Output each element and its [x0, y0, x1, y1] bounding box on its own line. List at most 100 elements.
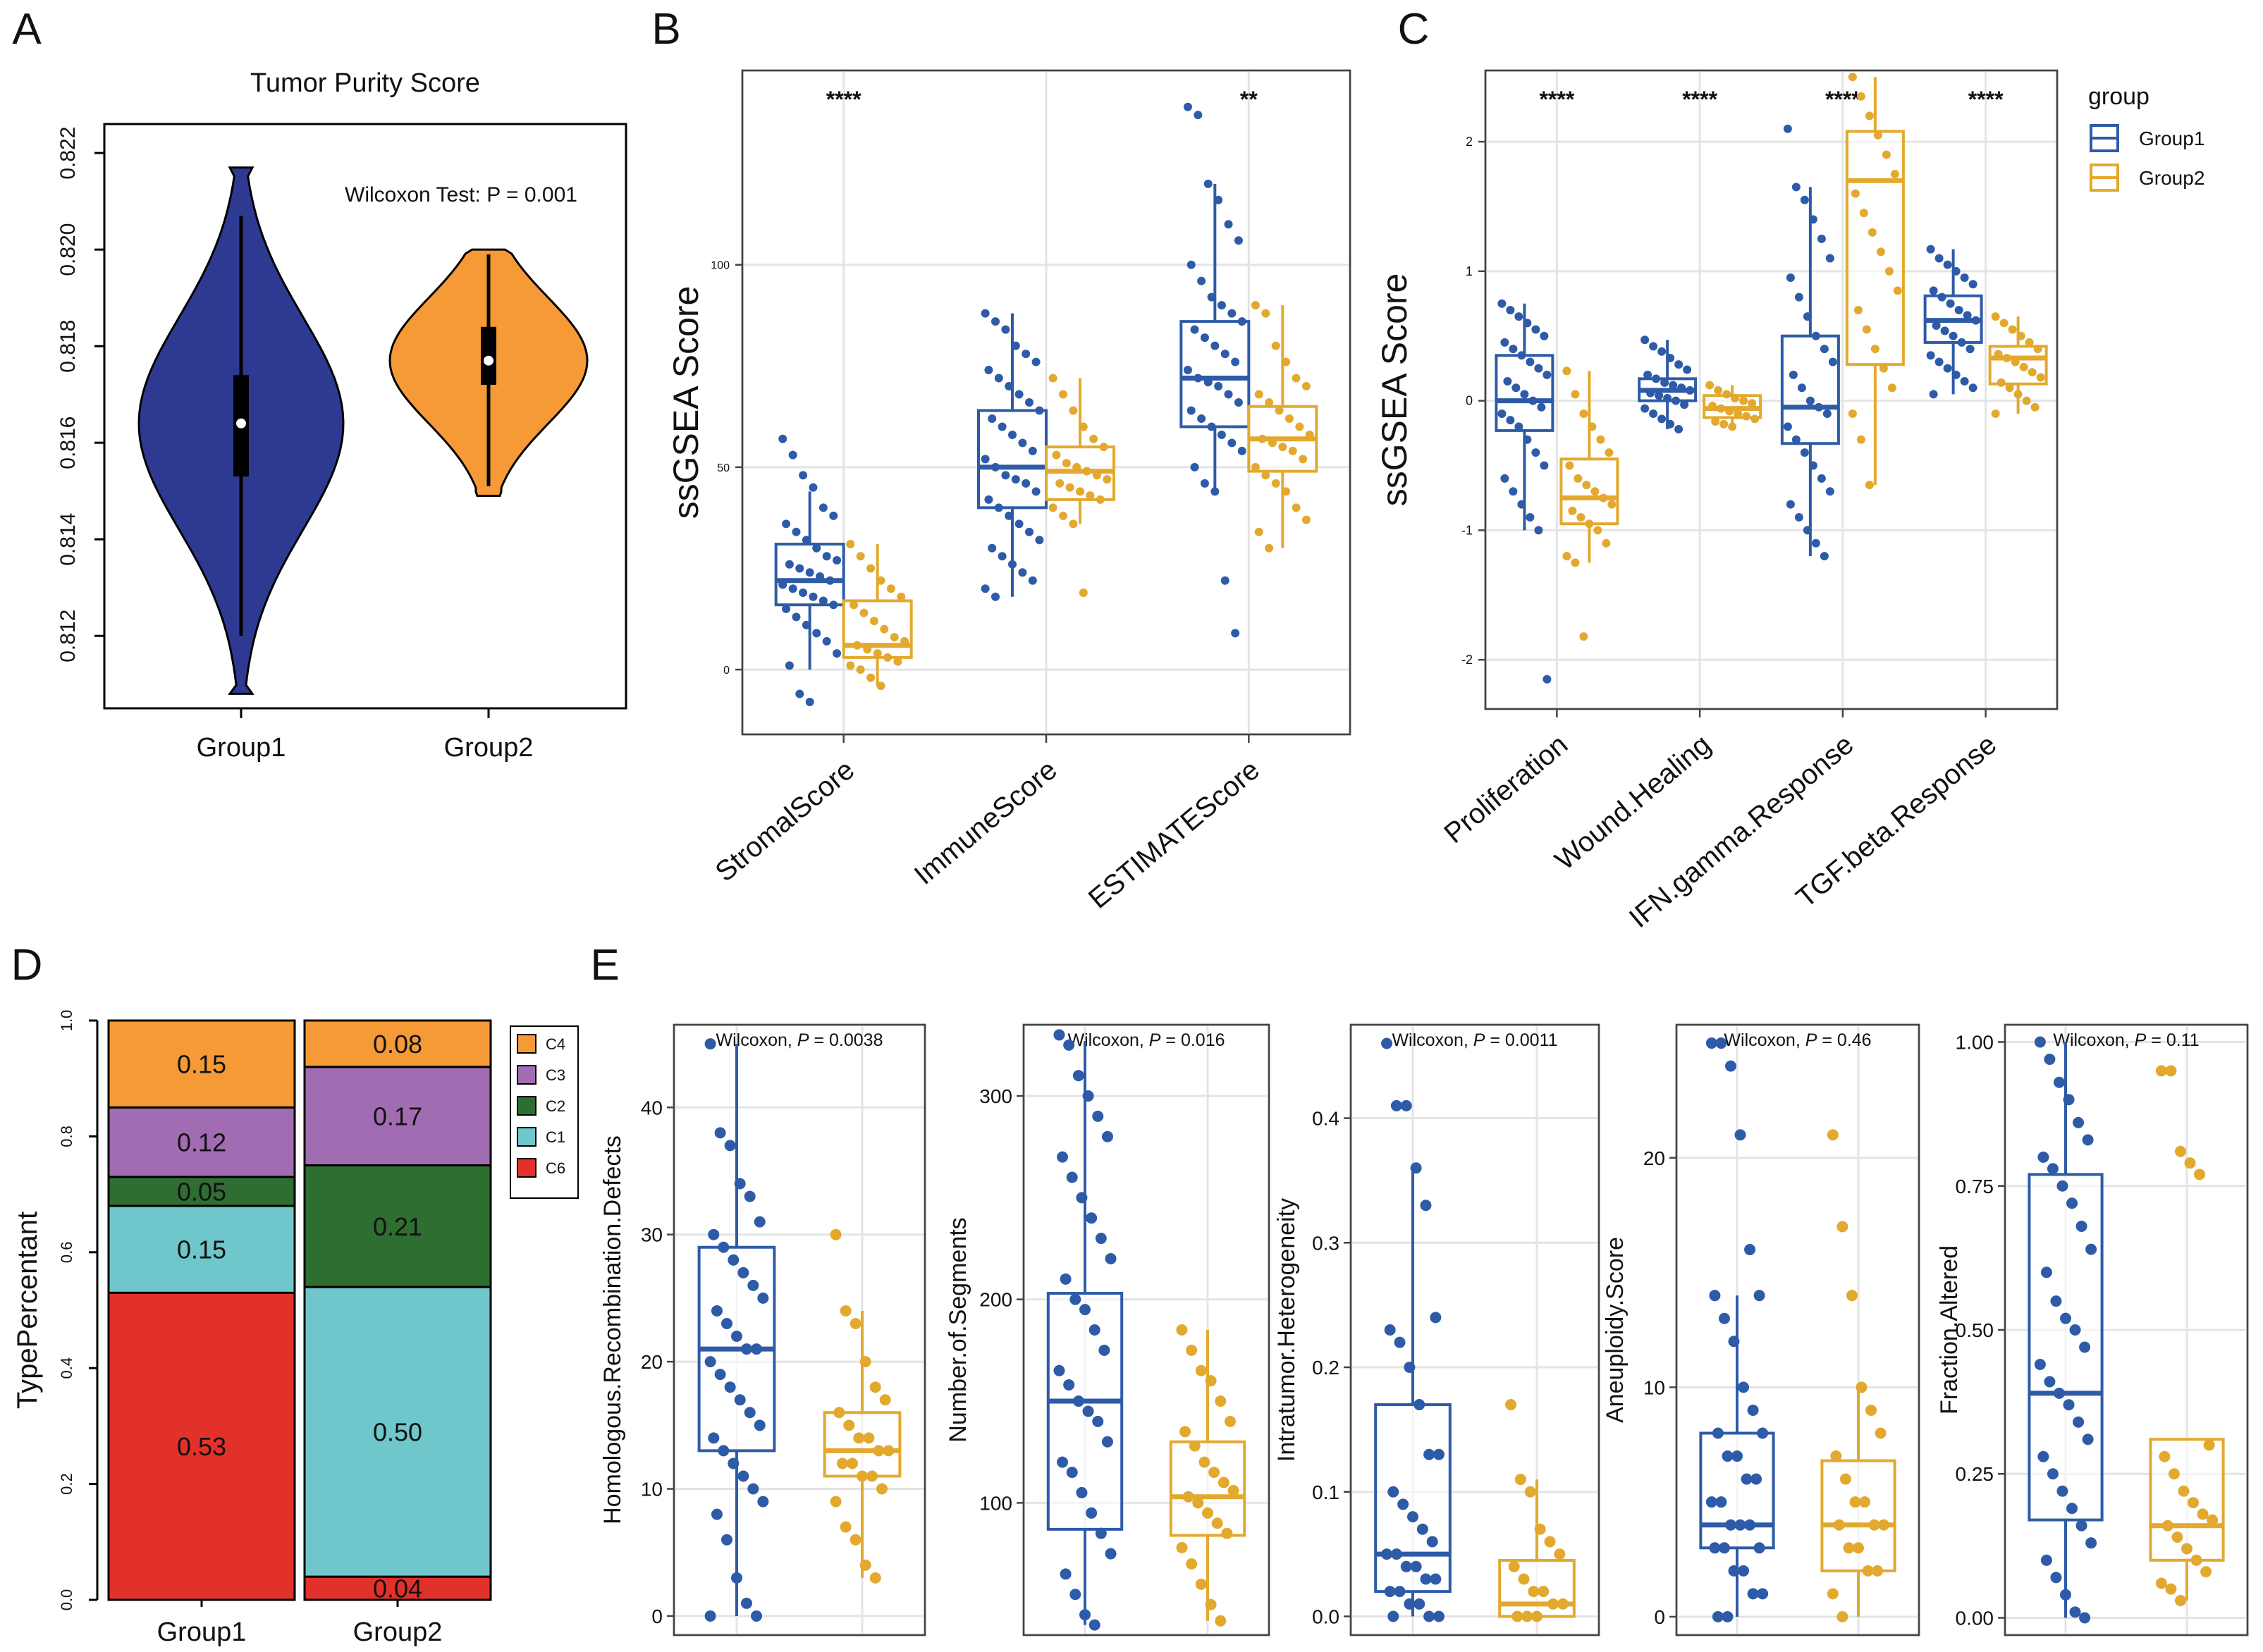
y-tick-label: 20 [641, 1351, 663, 1373]
data-point [1968, 383, 1977, 393]
data-point [1879, 364, 1888, 373]
data-point [1384, 1586, 1396, 1598]
annotation-p: P [1149, 1030, 1161, 1050]
data-point [1413, 1399, 1425, 1411]
data-point [1210, 341, 1220, 350]
data-point [893, 657, 902, 666]
data-point [1937, 292, 1946, 302]
y-tick-label: 30 [641, 1224, 663, 1246]
data-point [1069, 1589, 1081, 1601]
data-point [1968, 280, 1977, 289]
data-point [1224, 1415, 1236, 1427]
data-point [1189, 1440, 1201, 1452]
wilcoxon-annotation: Wilcoxon, P = 0.46 [1724, 1030, 1871, 1050]
data-point [988, 414, 997, 423]
data-point [991, 462, 1000, 471]
annotation-value: = 0.11 [2146, 1030, 2199, 1050]
data-point [1843, 1542, 1855, 1554]
data-point [2184, 1157, 2196, 1169]
data-point [1808, 461, 1817, 470]
data-point [1079, 588, 1088, 597]
data-point [2047, 1163, 2059, 1175]
data-point [1929, 286, 1938, 295]
data-point [1657, 347, 1667, 356]
data-point [866, 1470, 878, 1482]
data-point [1715, 1037, 1727, 1049]
data-point [2069, 1324, 2081, 1336]
data-point [1426, 1536, 1438, 1548]
y-axis-label: ssGSEA Score [666, 286, 706, 519]
data-point [734, 1178, 746, 1190]
data-point [1251, 462, 1260, 471]
data-point [1666, 419, 1675, 429]
data-point [1574, 474, 1583, 483]
data-point [1390, 1548, 1402, 1560]
data-point [2040, 1266, 2052, 1278]
data-point [2016, 331, 2025, 340]
data-point [856, 665, 865, 674]
data-point [1827, 1129, 1839, 1141]
data-point [2028, 368, 2037, 377]
bar-value-label: 0.17 [373, 1102, 422, 1131]
data-point [1789, 370, 1798, 379]
data-point [1822, 409, 1832, 418]
data-point [2085, 1243, 2097, 1255]
data-point [1579, 632, 1588, 641]
data-point [1715, 1496, 1727, 1508]
data-point [1211, 1517, 1223, 1529]
data-point [1095, 1527, 1107, 1539]
data-point [2197, 1508, 2209, 1520]
data-point [1602, 538, 1611, 548]
data-point [859, 608, 869, 617]
data-point [2203, 1439, 2215, 1451]
data-point [1214, 382, 1223, 391]
data-point [1076, 1192, 1088, 1204]
data-point [1719, 419, 1729, 429]
panel-e3: 0.0 0.1 0.2 0.3 0.4 Intratumor.Heterogeneity W… [1273, 1023, 1600, 1636]
data-point [2079, 1612, 2091, 1624]
data-point [1884, 266, 1894, 276]
data-point [1190, 325, 1199, 334]
plot-border [1349, 1023, 1600, 1636]
data-point [1786, 273, 1795, 283]
data-point [852, 641, 861, 650]
data-point [1750, 1473, 1762, 1485]
data-point [1048, 374, 1057, 383]
bar-value-label: 0.08 [373, 1030, 422, 1059]
data-point [809, 483, 818, 492]
data-point [850, 600, 859, 610]
data-point [1069, 519, 1078, 529]
data-point [1708, 401, 1717, 410]
data-point [1072, 1395, 1084, 1407]
data-point [1105, 1548, 1117, 1560]
data-point [1254, 527, 1263, 536]
data-point [1753, 1290, 1765, 1302]
y-tick-label: 200 [979, 1289, 1012, 1311]
data-point [1711, 417, 1720, 426]
data-point [2159, 1450, 2171, 1462]
data-point [1540, 331, 1549, 340]
data-point [2050, 1572, 2062, 1584]
data-point [1582, 481, 1591, 490]
data-point [1724, 1060, 1736, 1072]
data-point [833, 649, 842, 658]
data-point [720, 1534, 732, 1546]
data-point [2165, 1583, 2177, 1595]
data-point [1271, 479, 1280, 488]
data-point [1059, 390, 1067, 399]
data-point [1943, 260, 1952, 269]
data-point [1207, 422, 1216, 431]
legend-label: C3 [546, 1066, 565, 1084]
data-point [1523, 319, 1532, 328]
data-point [2030, 402, 2040, 412]
y-tick-label: 0.6 [58, 1242, 75, 1264]
data-point [1741, 1473, 1753, 1485]
x-tick-label: Group1 [197, 733, 286, 763]
data-point [1066, 1171, 1078, 1183]
data-point [1669, 381, 1678, 390]
data-point [785, 560, 794, 569]
data-point [1295, 422, 1304, 431]
legend-swatch [517, 1034, 536, 1054]
data-point [1237, 446, 1246, 455]
